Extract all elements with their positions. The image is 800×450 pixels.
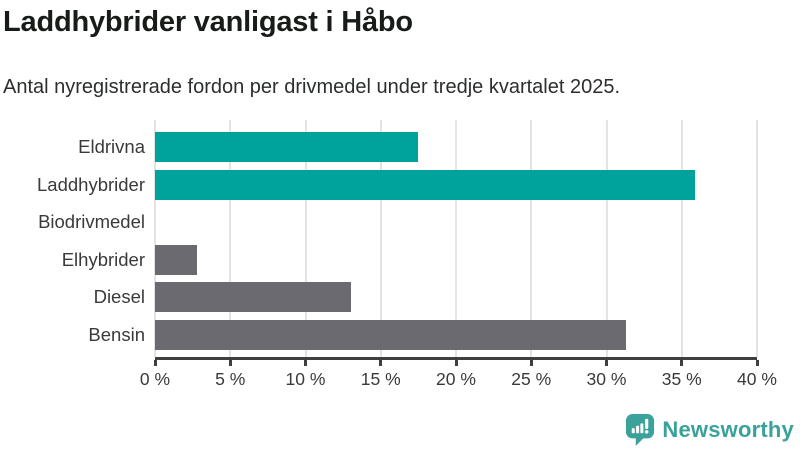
bar-elhybrider [155,244,198,275]
bar-bensin [155,319,627,350]
plot-area: 0 % 5 % 10 % 15 % 20 % 25 % 30 % 35 % 40 % [140,120,777,389]
x-axis-tick-40 [755,360,759,366]
chart-title: Laddhybrider vanligast i Håbo [3,6,413,38]
x-axis-tick-label-10: 10 % [285,369,326,389]
x-axis-tick-label-35: 35 % [661,369,702,389]
chart-subtitle: Antal nyregistrerade fordon per drivmede… [3,76,621,98]
bar-eldrivna [155,132,419,163]
gridline-25 [530,120,533,357]
gridline-20 [455,120,457,357]
gridline-40 [756,120,758,357]
gridline-0 [154,120,156,357]
gridline-15 [379,120,382,357]
x-axis-tick-label-40: 40 % [737,369,777,389]
category-label-bensin: Bensin [88,323,145,345]
category-label-elhybrider: Elhybrider [61,248,145,270]
brand-name: Newsworthy [662,416,794,442]
category-label-eldrivna: Eldrivna [78,136,145,158]
brand-footer: Newsworthy [625,413,794,446]
x-axis-tick-label-5: 5 % [215,369,246,389]
gridline-30 [605,120,608,357]
category-label-laddhybrider: Laddhybrider [37,173,145,195]
x-axis-tick-15 [379,360,383,366]
x-axis-tick-10 [304,360,307,366]
gridline-35 [680,120,683,357]
bar-laddhybrider [155,169,696,200]
newsworthy-logo-icon [626,414,655,446]
x-axis-tick-5 [228,360,232,366]
gridline-10 [304,120,307,357]
x-axis-tick-20 [454,360,458,366]
x-axis-tick-35 [680,360,684,366]
x-axis-tick-label-0: 0 % [139,369,171,389]
category-label-biodrivmedel: Biodrivmedel [38,211,145,233]
x-axis-tick-label-15: 15 % [360,369,401,389]
x-axis-tick-30 [605,360,608,366]
gridline-5 [229,120,232,357]
x-axis-tick-0 [153,360,157,366]
bar-diesel [155,282,351,313]
x-axis-tick-label-25: 25 % [511,369,552,389]
x-axis-tick-label-30: 30 % [586,369,627,389]
category-label-diesel: Diesel [93,286,145,308]
x-axis-tick-25 [529,360,533,366]
x-axis-tick-label-20: 20 % [436,369,476,389]
